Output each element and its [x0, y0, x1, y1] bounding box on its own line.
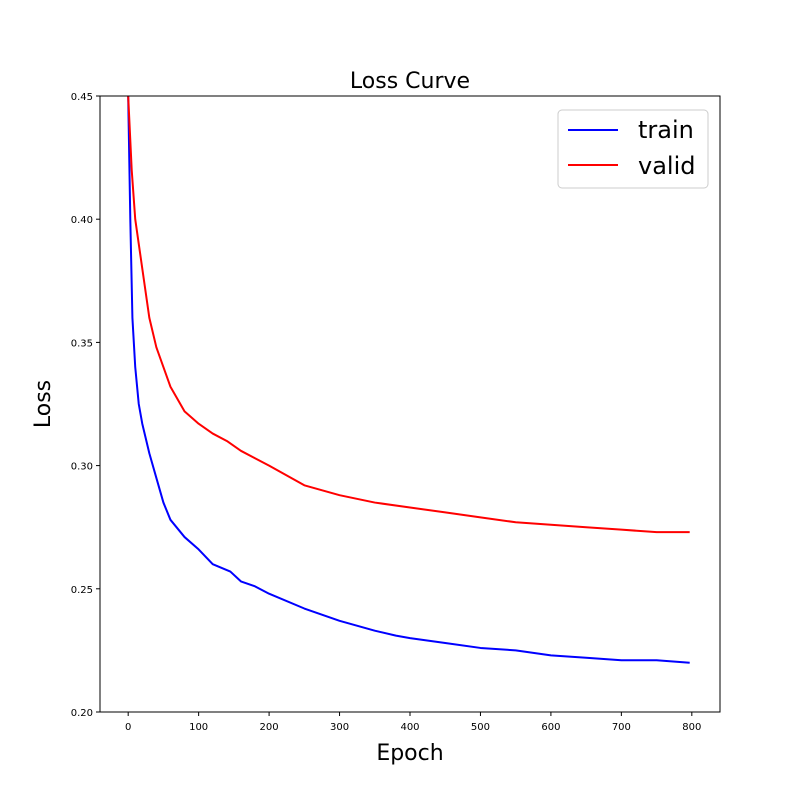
axis-ticks: 0 100 200 300 400 500 600 700 800 0.20 0.25 0.30 0.3…: [71, 92, 702, 733]
series-line-train: [127, 96, 690, 664]
x-tick-label: 600: [541, 722, 560, 733]
x-tick-label: 400: [400, 722, 419, 733]
x-tick-label: 200: [260, 722, 279, 733]
x-tick-label: 100: [189, 722, 208, 733]
legend-label-valid: valid: [638, 152, 695, 180]
chart-title: Loss Curve: [350, 69, 470, 94]
x-tick-label: 300: [330, 722, 349, 733]
x-tick-label: 700: [612, 722, 631, 733]
y-tick-label: 0.30: [71, 462, 93, 473]
y-tick-label: 0.25: [71, 585, 93, 596]
series-line-valid: [127, 96, 690, 534]
legend: train valid: [557, 109, 709, 189]
x-tick-label: 0: [125, 722, 131, 733]
x-tick-label: 500: [471, 722, 490, 733]
x-axis-title: Epoch: [376, 741, 443, 766]
y-tick-label: 0.20: [71, 708, 93, 719]
y-tick-label: 0.40: [71, 215, 93, 226]
x-tick-label: 800: [682, 722, 701, 733]
y-tick-label: 0.45: [71, 92, 93, 103]
plot-area: [127, 96, 690, 664]
y-tick-label: 0.35: [71, 338, 93, 349]
legend-label-train: train: [638, 116, 694, 144]
y-axis-title: Loss: [31, 380, 56, 428]
